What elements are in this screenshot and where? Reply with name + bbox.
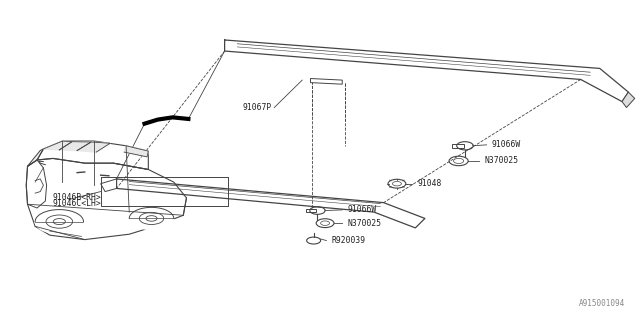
Polygon shape [310, 78, 342, 84]
FancyBboxPatch shape [306, 209, 316, 212]
Circle shape [129, 207, 173, 229]
Polygon shape [100, 179, 116, 192]
Polygon shape [116, 179, 425, 228]
Text: N370025: N370025 [484, 156, 518, 165]
Polygon shape [124, 146, 148, 157]
Polygon shape [37, 141, 148, 170]
FancyBboxPatch shape [452, 144, 464, 148]
Text: 91046B<RH>: 91046B<RH> [53, 193, 102, 203]
Polygon shape [622, 92, 635, 108]
Text: 91067P: 91067P [243, 103, 271, 112]
Text: 91066W: 91066W [492, 140, 521, 149]
Text: N370025: N370025 [348, 219, 381, 228]
Circle shape [35, 210, 83, 234]
Polygon shape [77, 142, 110, 152]
Polygon shape [26, 160, 47, 208]
Polygon shape [225, 40, 628, 101]
Text: 91046C<LH>: 91046C<LH> [53, 199, 102, 208]
Polygon shape [60, 142, 91, 150]
Polygon shape [44, 141, 72, 150]
Polygon shape [28, 149, 44, 166]
Text: 91066W: 91066W [348, 205, 376, 214]
Text: 91048: 91048 [417, 179, 442, 188]
Text: R920039: R920039 [332, 236, 365, 245]
Text: A915001094: A915001094 [579, 300, 625, 308]
